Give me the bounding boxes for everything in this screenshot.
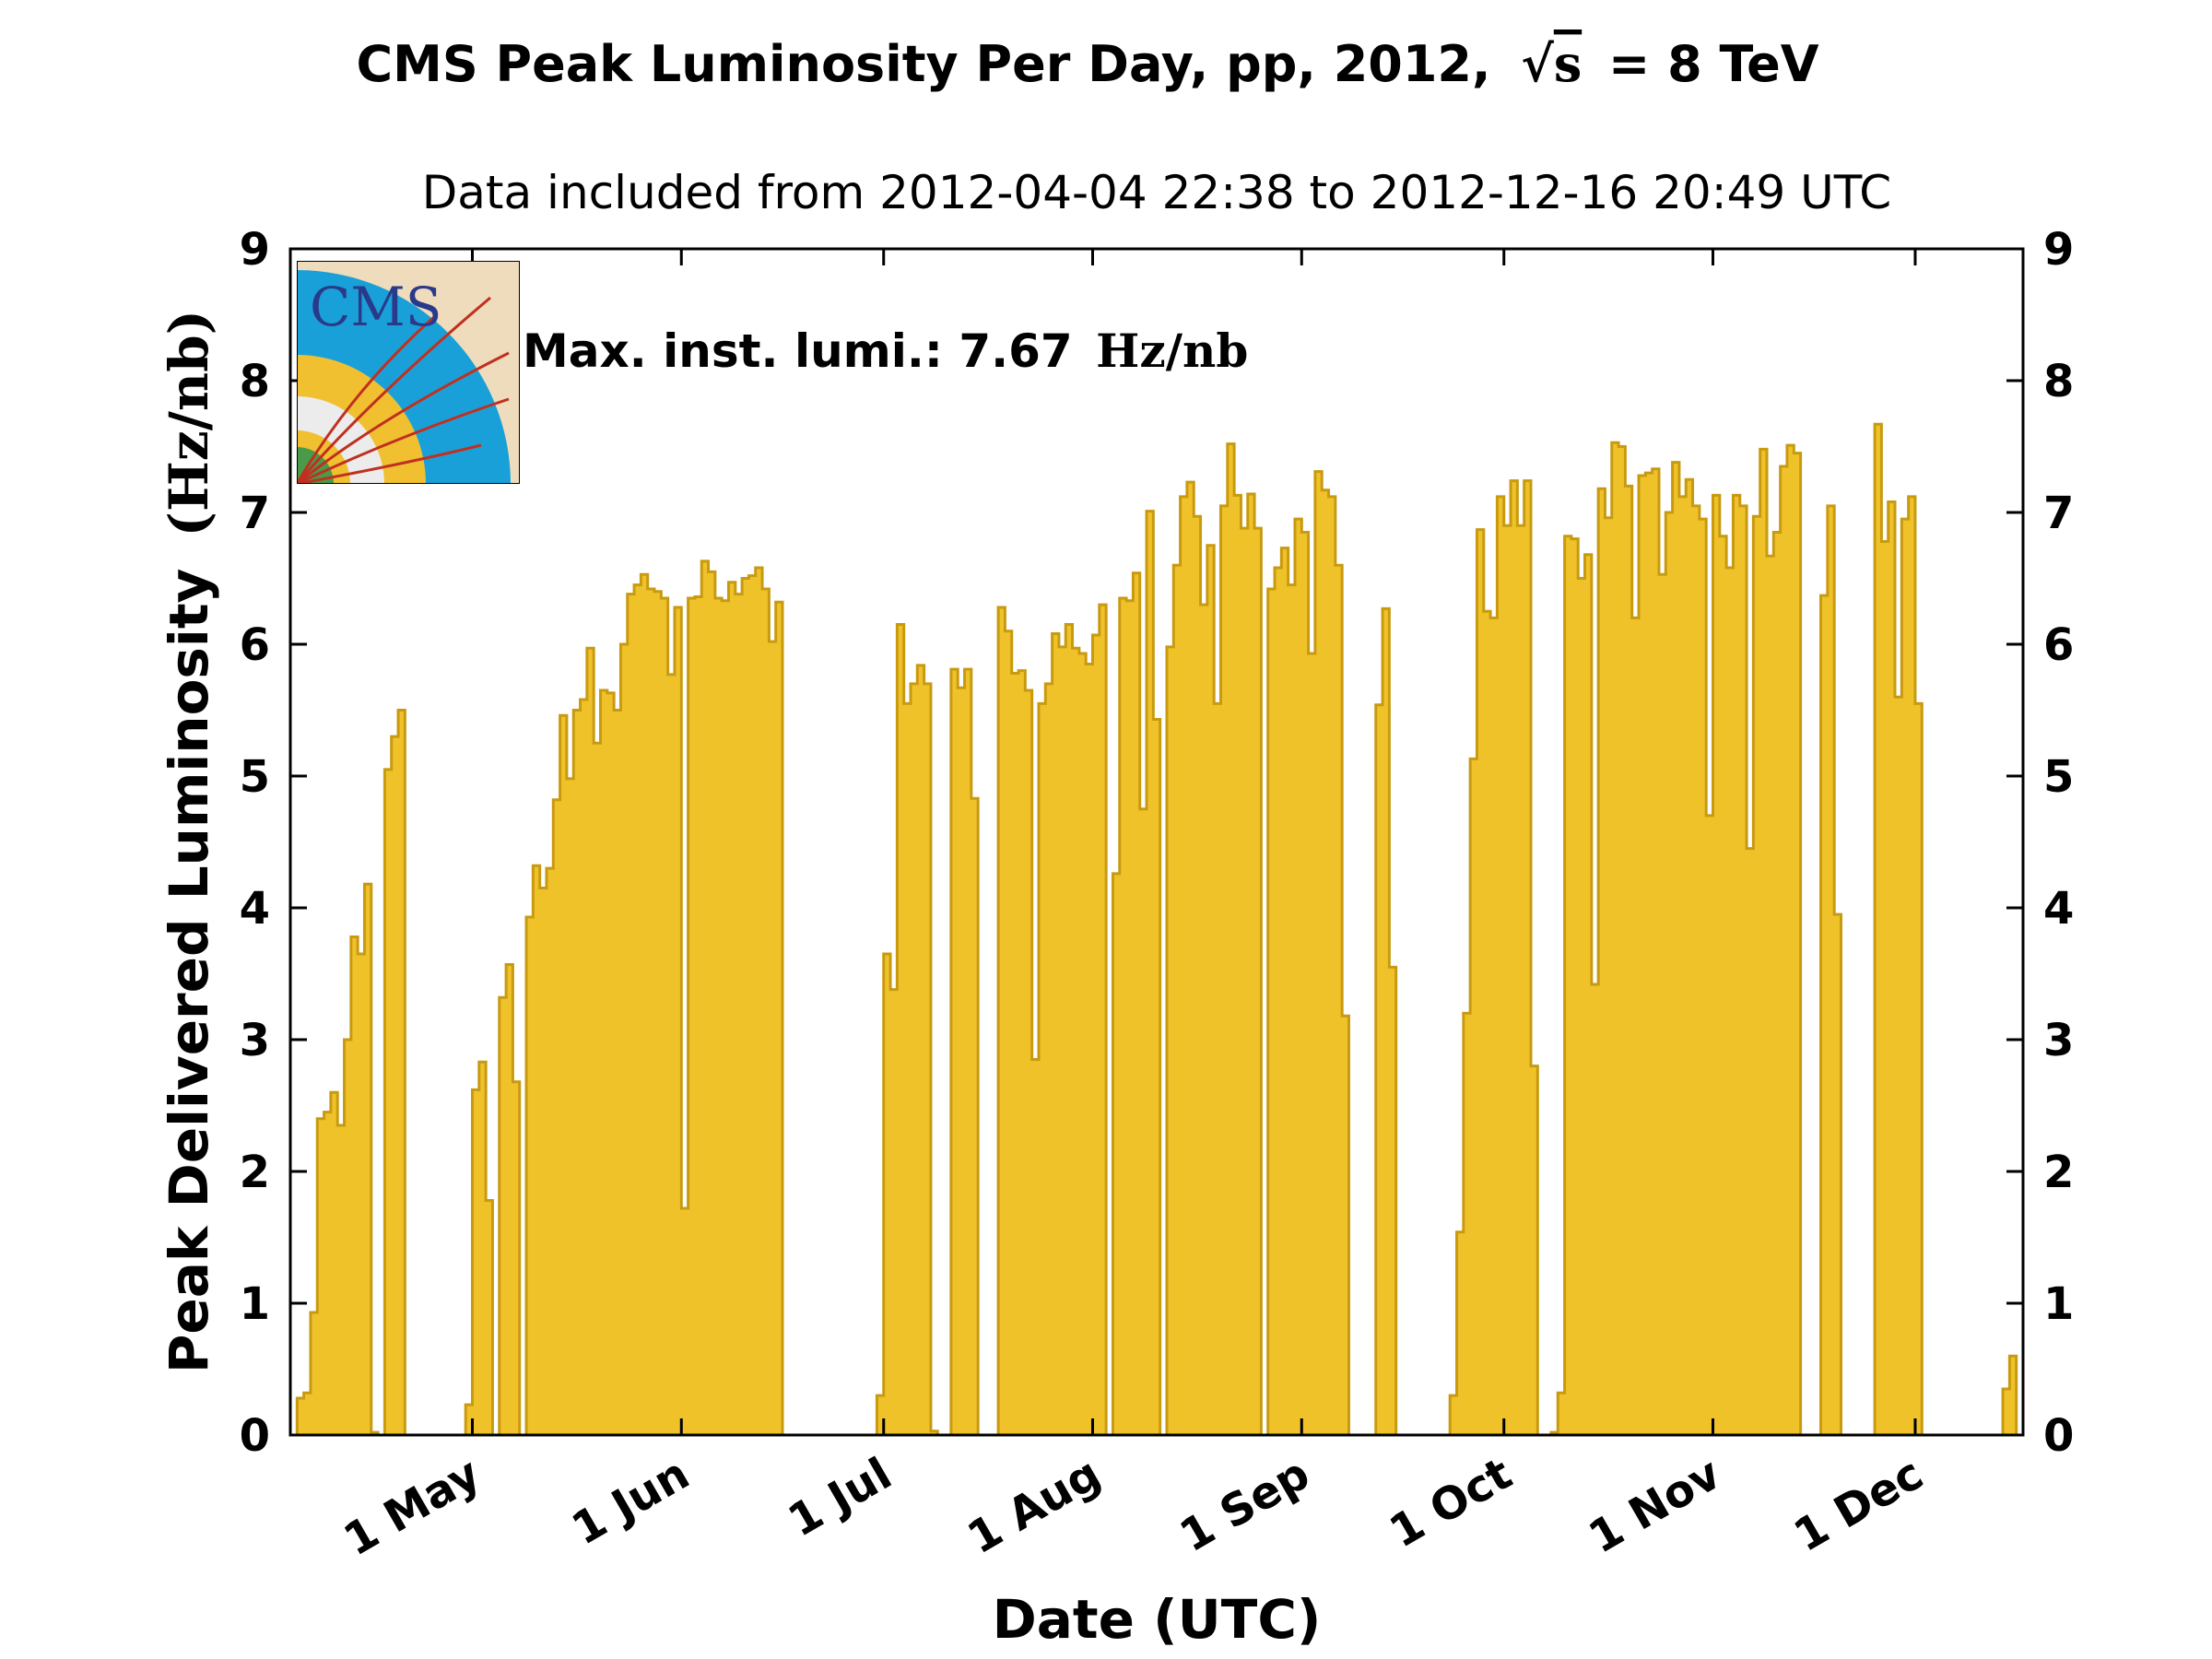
max-lumi-annotation: Max. inst. lumi.: 7.67 Hz/nb xyxy=(523,324,1248,378)
chart-title: CMS Peak Luminosity Per Day, pp, 2012, √… xyxy=(356,34,1818,93)
y-tick-label: 4 xyxy=(240,883,270,935)
x-axis-label: Date (UTC) xyxy=(993,1588,1322,1651)
y-axis-label: Peak Delivered Luminosity (Hz/nb) xyxy=(158,310,220,1373)
axes-frame xyxy=(288,247,2025,1437)
y-tick-label-right: 1 xyxy=(2043,1278,2074,1330)
y-tick-label: 2 xyxy=(240,1147,270,1198)
title-sqrt-symbol: √ xyxy=(1521,34,1554,93)
y-tick-label-right: 8 xyxy=(2043,356,2074,407)
x-tick-label: 1 Jun xyxy=(563,1448,698,1556)
y-tick-label-right: 6 xyxy=(2043,619,2074,671)
y-tick-label: 3 xyxy=(240,1015,270,1066)
x-tick-label: 1 Oct xyxy=(1381,1448,1520,1559)
y-axis-label-unit: (Hz/nb) xyxy=(158,310,220,537)
cms-logo-text: CMS xyxy=(310,276,442,338)
title-text: CMS Peak Luminosity Per Day, pp, 2012, xyxy=(356,35,1490,93)
max-lumi-unit: Hz/nb xyxy=(1096,324,1248,378)
chart-subtitle: Data included from 2012-04-04 22:38 to 2… xyxy=(422,166,1891,219)
cms-logo: CMS xyxy=(297,261,520,484)
ticks xyxy=(290,247,2023,1437)
y-tick-label: 5 xyxy=(240,751,270,803)
x-tick-labels: 1 May 1 Jun 1 Jul 1 Aug 1 Sep 1 Oct 1 Nov 1 Dec xyxy=(335,1448,1932,1567)
y-tick-label-right: 3 xyxy=(2043,1015,2074,1066)
y-tick-label-right: 9 xyxy=(2043,224,2074,276)
plot-area xyxy=(295,422,2018,1437)
y-tick-label: 9 xyxy=(240,224,270,276)
x-tick-label: 1 Sep xyxy=(1171,1448,1318,1562)
y-tick-label-right: 7 xyxy=(2043,488,2074,539)
y-tick-label: 6 xyxy=(240,619,270,671)
y-tick-label: 7 xyxy=(240,488,270,539)
max-lumi-label: Max. inst. lumi.: 7.67 xyxy=(523,324,1073,378)
y-tick-label: 1 xyxy=(240,1278,270,1330)
x-tick-label: 1 Dec xyxy=(1785,1448,1932,1562)
x-tick-label: 1 Nov xyxy=(1581,1448,1730,1564)
y-tick-label: 8 xyxy=(240,356,270,407)
y-tick-label: 0 xyxy=(240,1410,270,1462)
x-tick-label: 1 Jul xyxy=(780,1448,900,1547)
title-energy: = 8 TeV xyxy=(1608,35,1819,93)
title-sqrt-arg: s xyxy=(1554,34,1582,93)
y-tick-labels-left: 0 1 2 3 4 5 6 7 8 9 xyxy=(240,224,270,1462)
y-tick-label-right: 2 xyxy=(2043,1147,2074,1198)
x-tick-label: 1 Aug xyxy=(959,1448,1110,1564)
y-tick-label-right: 0 xyxy=(2043,1410,2074,1462)
y-axis-label-text: Peak Delivered Luminosity xyxy=(158,569,220,1373)
y-tick-label-right: 5 xyxy=(2043,751,2074,803)
x-tick-label: 1 May xyxy=(335,1448,489,1567)
y-tick-label-right: 4 xyxy=(2043,883,2074,935)
histogram-series xyxy=(295,422,2018,1437)
y-tick-labels-right: 0 1 2 3 4 5 6 7 8 9 xyxy=(2043,224,2074,1462)
